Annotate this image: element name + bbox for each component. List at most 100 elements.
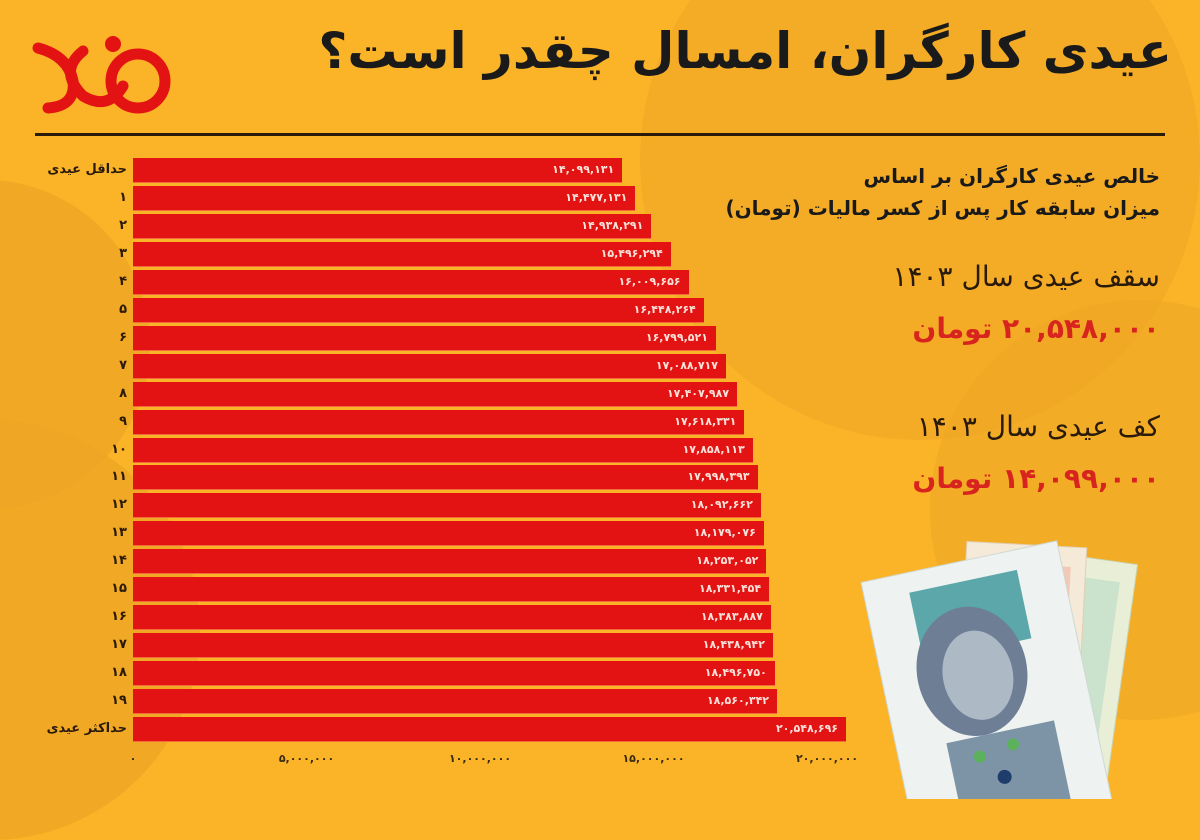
iranian-banknotes-icon [860,540,1139,799]
bar: ۱۸,۱۷۹,۰۷۶ [133,521,764,546]
bar: ۱۶,۴۴۸,۲۶۴ [133,297,704,322]
chart-row: حداقل عیدی ۱۴,۰۹۹,۱۳۱ [0,158,900,182]
bar-value-label: ۱۸,۳۳۱,۴۵۴ [699,582,762,596]
bar-value-label: ۱۶,۴۴۸,۲۶۴ [633,302,696,316]
bar: ۲۰,۵۴۸,۶۹۶ [133,717,847,741]
bar: ۱۷,۸۵۸,۱۱۳ [133,437,753,462]
chart-row: ۱ ۱۴,۴۷۷,۱۳۱ [0,185,900,210]
category-label: ۲ [119,217,127,233]
bar: ۱۸,۰۹۲,۶۶۲ [133,493,761,518]
bar: ۱۶,۷۹۹,۵۲۱ [133,325,716,350]
chart-row: حداکثر عیدی ۲۰,۵۴۸,۶۹۶ [0,717,900,741]
chart-row: ۶ ۱۶,۷۹۹,۵۲۱ [0,325,900,350]
chart-row: ۱۶ ۱۸,۳۸۳,۸۸۷ [0,605,900,630]
bar: ۱۸,۳۸۳,۸۸۷ [133,605,771,630]
category-label: حداقل عیدی [47,162,127,177]
bar-value-label: ۲۰,۵۴۸,۶۹۶ [775,722,839,735]
bar: ۱۸,۵۶۰,۳۴۲ [133,689,778,714]
category-label: ۴ [119,273,127,289]
category-label: ۱۳ [111,525,127,541]
chart-row: ۱۵ ۱۸,۳۳۱,۴۵۴ [0,577,900,602]
chart-row: ۹ ۱۷,۶۱۸,۳۳۱ [0,409,900,434]
bar-value-label: ۱۸,۳۸۳,۸۸۷ [700,610,763,624]
bar-value-label: ۱۵,۴۹۶,۲۹۴ [600,246,663,260]
bar: ۱۷,۹۹۸,۳۹۳ [133,465,758,490]
chart-row: ۵ ۱۶,۴۴۸,۲۶۴ [0,297,900,322]
bar-value-label: ۱۸,۴۹۶,۷۵۰ [704,666,767,680]
bar-value-label: ۱۸,۱۷۹,۰۷۶ [693,526,756,540]
bar-value-label: ۱۴,۹۳۸,۲۹۱ [581,218,644,232]
bar: ۱۸,۳۳۱,۴۵۴ [133,577,770,602]
chart-row: ۱۸ ۱۸,۴۹۶,۷۵۰ [0,661,900,686]
red-knot-logo-icon [32,36,171,114]
chart-subtitle: خالص عیدی کارگران بر اساس میزان سابقه کا… [725,160,1160,224]
subtitle-line-2: میزان سابقه کار پس از کسر مالیات (تومان) [725,196,1160,220]
category-label: حداکثر عیدی [46,721,127,736]
bar: ۱۷,۶۱۸,۳۳۱ [133,409,745,434]
chart-row: ۷ ۱۷,۰۸۸,۷۱۷ [0,353,900,378]
category-label: ۷ [119,357,127,373]
cap-label: سقف عیدی سال ۱۴۰۳ [892,260,1160,293]
bar: ۱۴,۹۳۸,۲۹۱ [133,213,652,238]
chart-row: ۱۱ ۱۷,۹۹۸,۳۹۳ [0,465,900,490]
bar: ۱۵,۴۹۶,۲۹۴ [133,241,671,266]
category-label: ۱۰ [111,441,127,457]
floor-label: کف عیدی سال ۱۴۰۳ [916,410,1160,443]
bar-value-label: ۱۴,۴۷۷,۱۳۱ [565,190,628,204]
category-label: ۱ [119,189,127,205]
bar-value-label: ۱۸,۵۶۰,۳۴۲ [706,694,770,708]
bar-value-label: ۱۸,۲۵۳,۰۵۲ [696,554,759,568]
category-label: ۶ [119,329,127,345]
bar-value-label: ۱۷,۴۰۷,۹۸۷ [666,386,730,400]
category-label: ۸ [119,385,127,401]
bar: ۱۴,۰۹۹,۱۳۱ [133,158,623,182]
chart-row: ۱۰ ۱۷,۸۵۸,۱۱۳ [0,437,900,462]
category-label: ۱۶ [111,609,127,625]
category-label: ۱۴ [111,553,127,569]
bar-value-label: ۱۸,۴۳۸,۹۴۲ [702,638,765,652]
bar: ۱۸,۴۳۸,۹۴۲ [133,633,773,658]
chart-row: ۴ ۱۶,۰۰۹,۶۵۶ [0,269,900,294]
bar-value-label: ۱۷,۶۱۸,۳۳۱ [674,414,737,428]
bar: ۱۸,۲۵۳,۰۵۲ [133,549,767,574]
chart-row: ۳ ۱۵,۴۹۶,۲۹۴ [0,241,900,266]
x-tick-label: ۰ [129,752,137,765]
subtitle-line-1: خالص عیدی کارگران بر اساس [863,164,1160,188]
chart-row: ۱۳ ۱۸,۱۷۹,۰۷۶ [0,521,900,546]
bar-value-label: ۱۸,۰۹۲,۶۶۲ [690,498,753,512]
x-tick-label: ۲۰,۰۰۰,۰۰۰ [795,752,859,765]
bar-value-label: ۱۷,۹۹۸,۳۹۳ [687,470,750,484]
page-title: عیدی کارگران، امسال چقدر است؟ [318,22,1173,80]
category-label: ۱۲ [111,497,127,513]
x-tick-label: ۱۵,۰۰۰,۰۰۰ [622,752,685,765]
bar-value-label: ۱۶,۰۰۹,۶۵۶ [618,274,681,288]
chart-row: ۲ ۱۴,۹۳۸,۲۹۱ [0,213,900,238]
bar: ۱۸,۴۹۶,۷۵۰ [133,661,775,686]
category-label: ۱۵ [111,581,127,597]
bar-value-label: ۱۷,۸۵۸,۱۱۳ [682,442,745,456]
bar-value-label: ۱۴,۰۹۹,۱۳۱ [552,163,615,176]
category-label: ۱۹ [111,693,127,709]
category-label: ۱۱ [111,469,127,485]
bar: ۱۶,۰۰۹,۶۵۶ [133,269,689,294]
cap-value: ۲۰,۵۴۸,۰۰۰ تومان [912,312,1160,345]
chart-row: ۸ ۱۷,۴۰۷,۹۸۷ [0,381,900,406]
bar: ۱۴,۴۷۷,۱۳۱ [133,185,636,210]
floor-value: ۱۴,۰۹۹,۰۰۰ تومان [912,462,1160,495]
category-label: ۹ [119,413,127,429]
x-tick-label: ۱۰,۰۰۰,۰۰۰ [448,752,512,765]
header-divider [35,133,1165,136]
bar-value-label: ۱۶,۷۹۹,۵۲۱ [645,330,708,344]
chart-row: ۱۲ ۱۸,۰۹۲,۶۶۲ [0,493,900,518]
bar-value-label: ۱۷,۰۸۸,۷۱۷ [655,358,718,372]
chart-row: ۱۹ ۱۸,۵۶۰,۳۴۲ [0,689,900,714]
bar-chart: حداقل عیدی ۱۴,۰۹۹,۱۳۱ ۱ ۱۴,۴۷۷,۱۳۱ ۲ ۱۴,۹۳۸,۲… [0,158,900,748]
category-label: ۳ [119,245,127,261]
bar: ۱۷,۰۸۸,۷۱۷ [133,353,726,378]
category-label: ۱۸ [111,665,127,681]
bar: ۱۷,۴۰۷,۹۸۷ [133,381,738,406]
category-label: ۱۷ [111,637,127,653]
x-tick-label: ۵,۰۰۰,۰۰۰ [278,752,335,765]
chart-row: ۱۷ ۱۸,۴۳۸,۹۴۲ [0,633,900,658]
category-label: ۵ [119,301,127,317]
